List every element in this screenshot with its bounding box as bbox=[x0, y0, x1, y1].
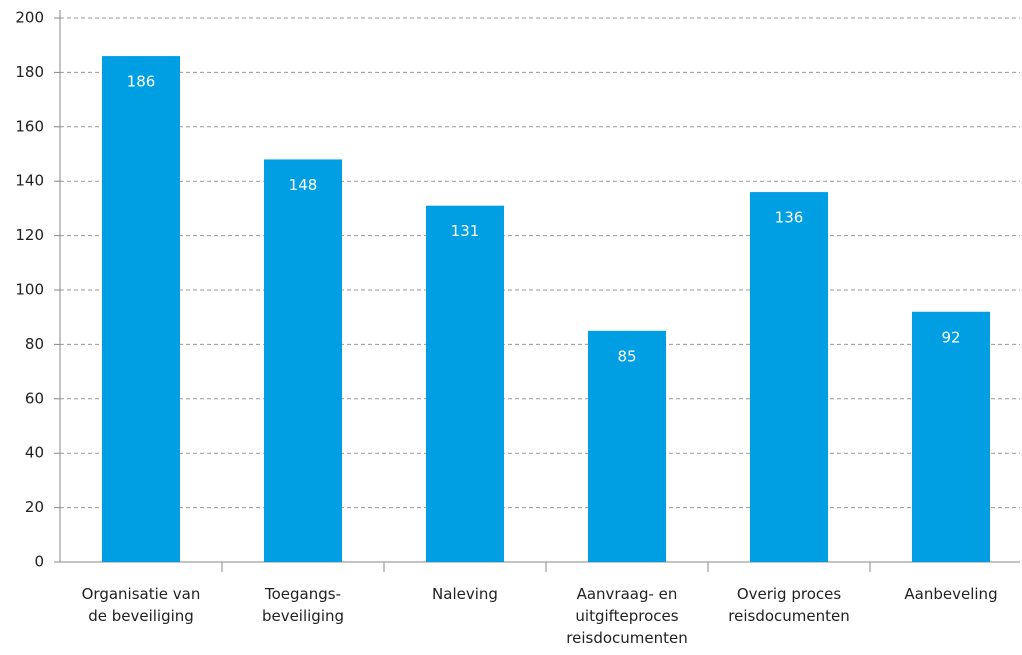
bar bbox=[426, 205, 504, 562]
value-label: 92 bbox=[941, 328, 960, 346]
y-tick-label: 60 bbox=[25, 389, 44, 407]
y-tick-label: 0 bbox=[34, 553, 44, 571]
x-tick-label: Aanvraag- en uitgifteproces reisdocument… bbox=[566, 585, 688, 647]
x-tick-label: Aanbeveling bbox=[904, 585, 998, 603]
bar bbox=[588, 330, 666, 562]
x-tick-label: Organisatie van de beveiliging bbox=[81, 585, 201, 625]
bar bbox=[264, 159, 342, 562]
value-label: 131 bbox=[451, 222, 480, 240]
y-tick-label: 100 bbox=[15, 281, 44, 299]
value-label: 85 bbox=[617, 347, 636, 365]
y-tick-label: 160 bbox=[15, 117, 44, 135]
value-label: 186 bbox=[127, 73, 156, 91]
y-tick-label: 80 bbox=[25, 335, 44, 353]
y-tick-label: 140 bbox=[15, 172, 44, 190]
x-tick-label: Naleving bbox=[432, 585, 498, 603]
bar bbox=[750, 192, 828, 562]
bar bbox=[102, 56, 180, 563]
y-tick-label: 20 bbox=[25, 498, 44, 516]
y-tick-label: 40 bbox=[25, 444, 44, 462]
value-label: 136 bbox=[775, 209, 804, 227]
value-label: 148 bbox=[289, 176, 318, 194]
y-tick-label: 200 bbox=[15, 9, 44, 27]
x-tick-label: Toegangs- beveiliging bbox=[261, 585, 345, 625]
y-tick-label: 180 bbox=[15, 63, 44, 81]
x-tick-label: Overig proces reisdocumenten bbox=[728, 585, 850, 625]
bar bbox=[912, 311, 990, 562]
y-tick-label: 120 bbox=[15, 226, 44, 244]
